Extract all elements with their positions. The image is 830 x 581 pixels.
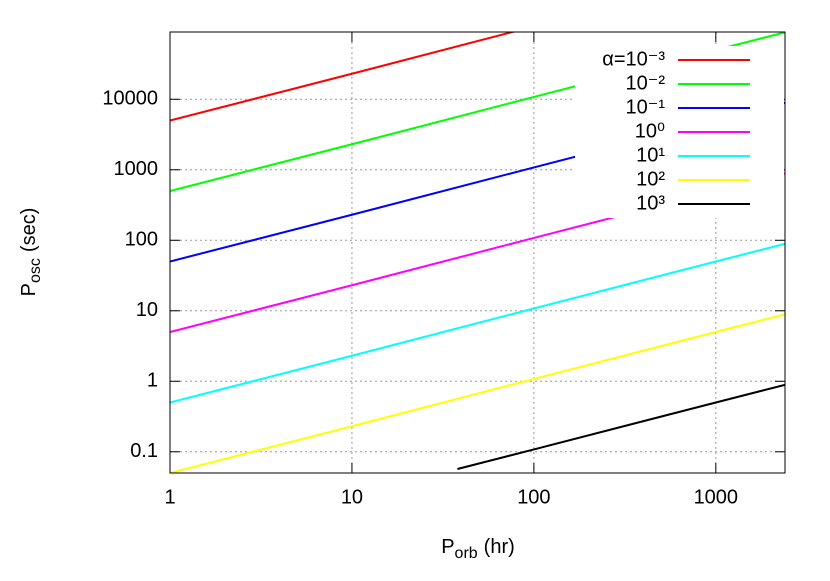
y-label-sub: osc [27, 258, 44, 283]
series-line [170, 313, 785, 473]
y-tick-label: 0.1 [130, 440, 158, 462]
series-line [170, 32, 785, 192]
x-tick-label: 10 [341, 486, 363, 508]
series-line [170, 242, 785, 404]
y-label-unit: (sec) [18, 208, 40, 252]
y-axis-label: Posc (sec) [18, 208, 44, 297]
legend-label: 10¹ [636, 144, 665, 166]
y-tick-label: 10000 [102, 88, 158, 110]
series-line [457, 383, 785, 470]
legend-label: 10⁻¹ [626, 96, 666, 118]
legend-label: 10⁰ [635, 120, 665, 142]
legend-label: α=10⁻³ [602, 48, 665, 70]
plot-frame [169, 31, 786, 474]
x-tick-label: 1000 [694, 486, 739, 508]
x-tick-label: 100 [517, 486, 550, 508]
y-tick-label: 1000 [114, 158, 159, 180]
x-label-sub: orb [455, 545, 478, 562]
legend-label: 10³ [636, 192, 665, 214]
y-label-main: P [18, 283, 40, 296]
x-axis-label: Porb (hr) [441, 536, 515, 562]
legend-label: 10² [636, 168, 665, 190]
legend-label: 10⁻² [626, 72, 666, 94]
y-tick-label: 1 [147, 370, 158, 392]
x-label-main: P [441, 536, 454, 558]
series-line [170, 32, 517, 122]
x-label-unit: (hr) [484, 536, 515, 558]
x-tick-label: 1 [164, 486, 175, 508]
y-tick-label: 10 [136, 299, 158, 321]
y-tick-label: 100 [125, 229, 158, 251]
